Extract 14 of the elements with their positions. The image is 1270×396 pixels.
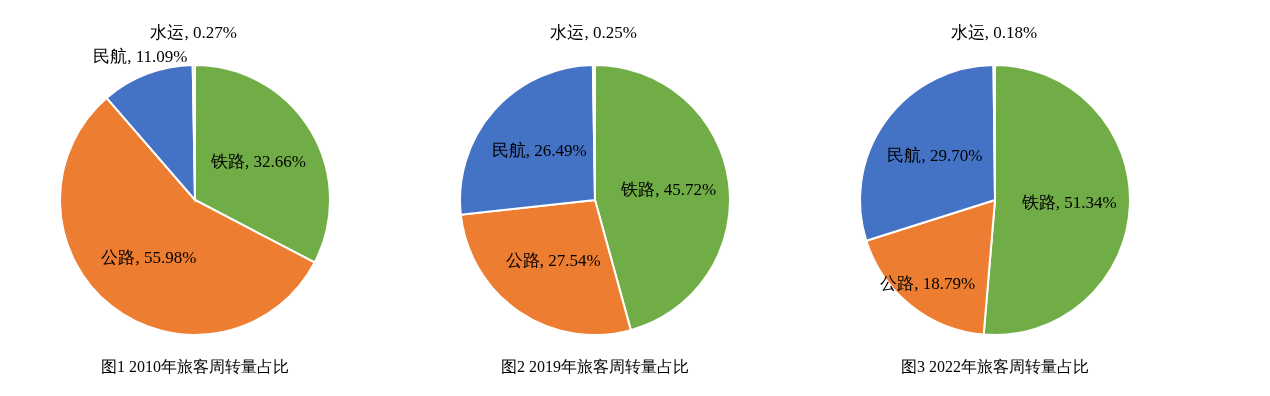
slice-label: 铁路, 32.66%	[210, 151, 306, 171]
slice-label: 水运, 0.25%	[550, 23, 637, 43]
slice-label: 水运, 0.18%	[950, 23, 1038, 42]
slice-label: 水运, 0.27%	[150, 23, 237, 43]
slice-label: 公路, 27.54%	[505, 251, 601, 271]
text: 图3 2022年旅客周转量占比	[901, 358, 1089, 375]
slice-label: 民航, 29.70%	[887, 146, 983, 166]
slice-label: 民航, 11.09%	[93, 47, 188, 67]
text: 图2 2019年旅客周转量占比	[501, 358, 689, 375]
slice-label: 铁路, 51.34%	[1020, 193, 1117, 213]
text: 图1 2010年旅客周转量占比	[101, 358, 289, 375]
slice-label: 民航, 26.49%	[491, 140, 587, 160]
slice-label: 公路, 55.98%	[101, 248, 197, 268]
slice-label: 铁路, 45.72%	[620, 180, 717, 200]
